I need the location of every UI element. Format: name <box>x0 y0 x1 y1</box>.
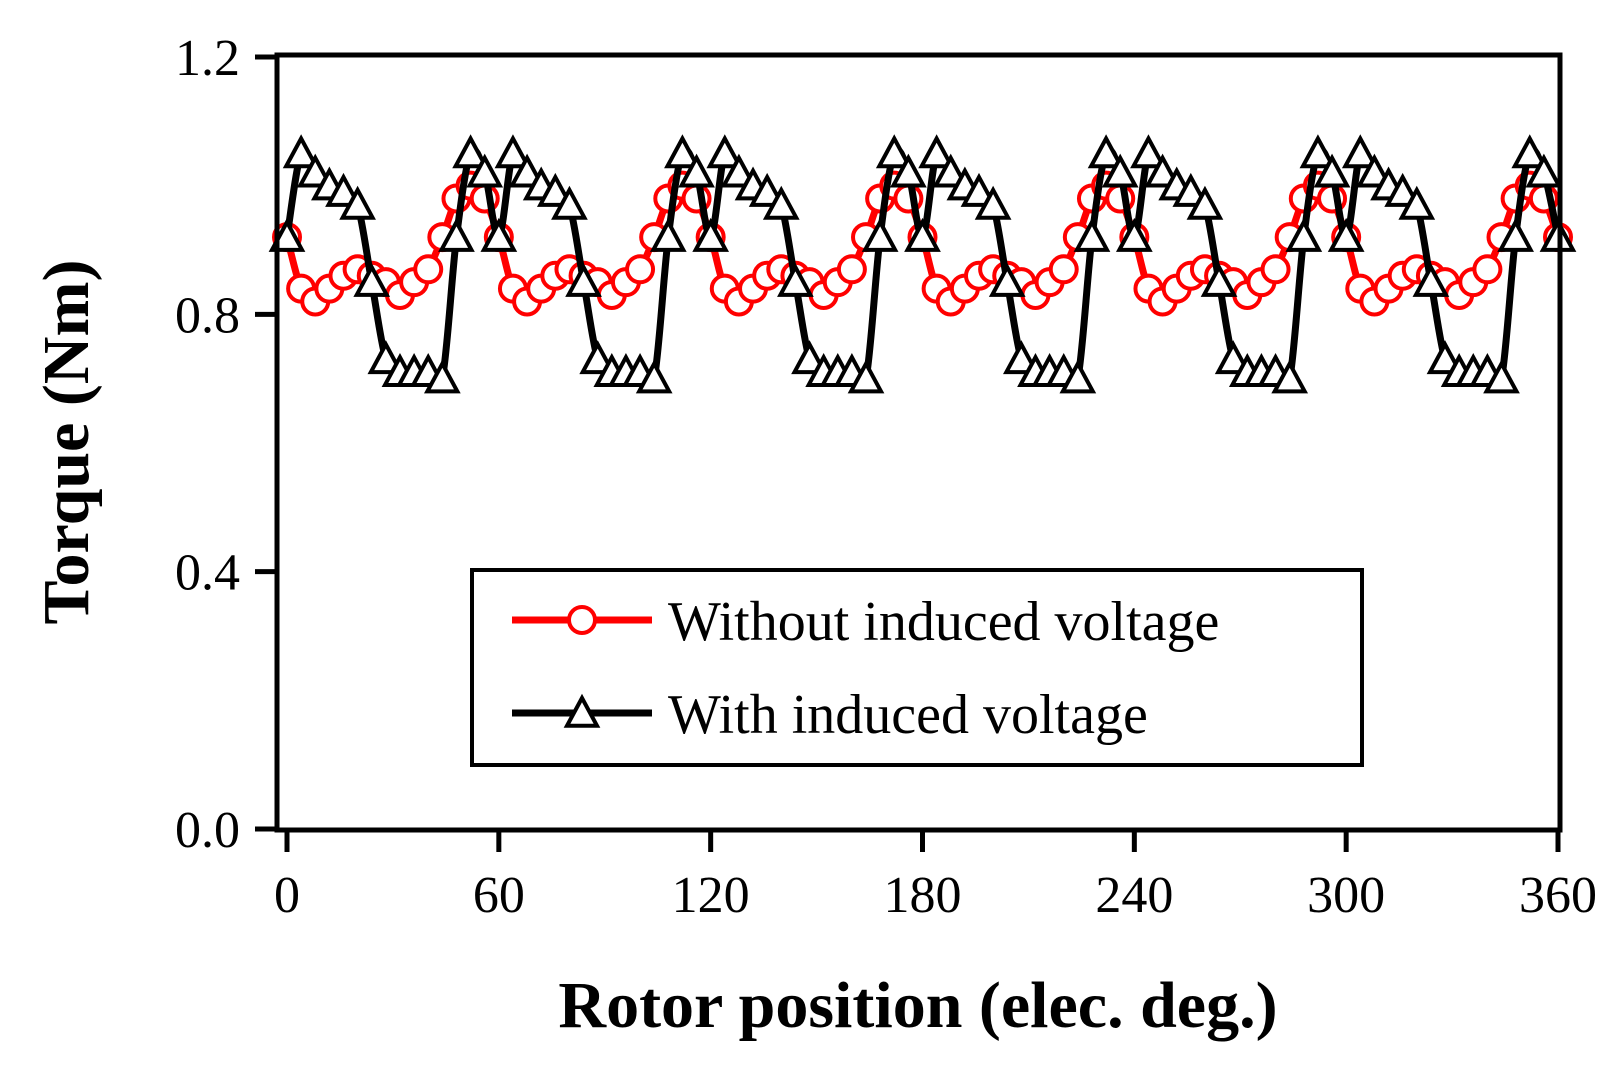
data-point-with-induced-voltage-49 <box>960 172 998 207</box>
y-axis-title: Torque (Nm) <box>30 260 103 625</box>
data-point-with-induced-voltage-32 <box>720 153 758 188</box>
x-axis-title: Rotor position (elec. deg.) <box>558 969 1277 1042</box>
y-tick-label-0: 0.0 <box>175 802 240 859</box>
data-point-with-induced-voltage-26 <box>635 359 673 394</box>
data-point-with-induced-voltage-31 <box>706 134 744 169</box>
data-point-with-induced-voltage-7 <box>367 340 405 375</box>
data-point-with-induced-voltage-37 <box>791 340 828 375</box>
data-point-with-induced-voltage-61 <box>1130 134 1167 169</box>
data-point-with-induced-voltage-20 <box>551 185 588 220</box>
legend-box <box>470 568 1364 767</box>
legend-label-without-induced-voltage: Without induced voltage <box>668 591 1219 653</box>
data-point-without-induced-voltage-70 <box>1260 254 1291 285</box>
x-tick-label-240: 240 <box>1095 867 1173 924</box>
data-point-with-induced-voltage-56 <box>1059 359 1097 394</box>
data-point-with-induced-voltage-57 <box>1073 217 1111 252</box>
legend-label-with-induced-voltage: With induced voltage <box>668 684 1148 746</box>
data-point-with-induced-voltage-52 <box>1003 340 1040 375</box>
y-tick-label-0-4: 0.4 <box>175 545 240 602</box>
data-point-with-induced-voltage-79 <box>1384 172 1422 207</box>
data-point-without-induced-voltage-85 <box>1472 254 1503 285</box>
data-point-with-induced-voltage-22 <box>579 340 617 375</box>
y-tick-label-1-2: 1.2 <box>175 30 240 87</box>
data-point-with-induced-voltage-42 <box>861 217 899 252</box>
data-point-with-induced-voltage-15 <box>480 217 518 252</box>
x-tick-label-180: 180 <box>884 867 962 924</box>
data-point-with-induced-voltage-71 <box>1271 359 1309 394</box>
data-point-with-induced-voltage-43 <box>875 134 913 169</box>
legend-marker-with-induced-voltage <box>563 693 601 728</box>
data-point-with-induced-voltage-62 <box>1144 153 1181 188</box>
data-point-with-induced-voltage-16 <box>494 134 532 169</box>
data-point-with-induced-voltage-72 <box>1285 217 1323 252</box>
data-point-with-induced-voltage-44 <box>890 153 927 188</box>
data-point-with-induced-voltage-17 <box>508 153 546 188</box>
data-point-without-induced-voltage-40 <box>836 254 867 285</box>
data-point-with-induced-voltage-21 <box>565 262 602 297</box>
data-point-with-induced-voltage-28 <box>664 134 701 169</box>
data-point-with-induced-voltage-82 <box>1426 340 1464 375</box>
data-point-with-induced-voltage-66 <box>1200 262 1238 297</box>
data-point-with-induced-voltage-6 <box>353 262 391 297</box>
data-point-with-induced-voltage-73 <box>1299 134 1337 169</box>
legend-swatch-without-induced-voltage <box>512 605 652 635</box>
data-point-with-induced-voltage-81 <box>1412 262 1450 297</box>
data-point-without-induced-voltage-55 <box>1048 254 1079 285</box>
data-point-with-induced-voltage-75 <box>1327 217 1365 252</box>
data-point-with-induced-voltage-89 <box>1525 153 1563 188</box>
x-tick-label-300: 300 <box>1307 867 1385 924</box>
data-point-without-induced-voltage-10 <box>413 254 444 285</box>
data-point-with-induced-voltage-27 <box>649 217 687 252</box>
x-tick-label-120: 120 <box>672 867 750 924</box>
x-tick-label-360: 360 <box>1519 867 1597 924</box>
data-point-with-induced-voltage-30 <box>692 217 730 252</box>
data-point-with-induced-voltage-67 <box>1214 340 1252 375</box>
data-point-with-induced-voltage-36 <box>777 262 814 297</box>
data-point-with-induced-voltage-19 <box>536 172 574 207</box>
data-point-with-induced-voltage-34 <box>748 172 786 207</box>
data-point-with-induced-voltage-29 <box>678 153 715 188</box>
data-point-with-induced-voltage-58 <box>1087 134 1125 169</box>
x-tick-label-60: 60 <box>473 867 525 924</box>
legend-marker-without-induced-voltage <box>567 605 597 635</box>
data-point-with-induced-voltage-4 <box>325 172 362 207</box>
data-point-with-induced-voltage-5 <box>339 185 376 220</box>
data-point-with-induced-voltage-64 <box>1172 172 1210 207</box>
data-point-with-induced-voltage-76 <box>1341 134 1379 169</box>
data-point-with-induced-voltage-50 <box>974 185 1012 220</box>
data-point-with-induced-voltage-35 <box>762 185 800 220</box>
y-tick-label-0-8: 0.8 <box>175 287 240 344</box>
data-point-with-induced-voltage-87 <box>1497 217 1534 252</box>
x-tick-label-0: 0 <box>274 867 300 924</box>
ticks-layer: 0 60 120 180 240 300 360 0.0 0.4 0.8 1.2 <box>175 30 1597 924</box>
series-with-induced-voltage <box>268 134 1577 394</box>
data-point-with-induced-voltage-41 <box>847 359 885 394</box>
plot-area-frame <box>274 52 1563 833</box>
data-point-with-induced-voltage-59 <box>1101 153 1139 188</box>
series-layer <box>268 134 1577 394</box>
data-point-with-induced-voltage-74 <box>1313 153 1351 188</box>
data-point-with-induced-voltage-77 <box>1356 153 1393 188</box>
data-point-with-induced-voltage-1 <box>282 134 320 169</box>
legend-swatch-with-induced-voltage <box>512 693 652 728</box>
data-point-with-induced-voltage-13 <box>452 134 489 169</box>
legend: Without induced voltage With induced vol… <box>470 568 1364 767</box>
data-point-with-induced-voltage-65 <box>1186 185 1224 220</box>
data-point-with-induced-voltage-12 <box>438 217 475 252</box>
data-point-without-induced-voltage-25 <box>625 254 656 285</box>
data-point-with-induced-voltage-51 <box>988 262 1026 297</box>
data-point-with-induced-voltage-11 <box>423 359 461 394</box>
data-point-with-induced-voltage-45 <box>904 217 941 252</box>
data-point-with-induced-voltage-2 <box>296 153 334 188</box>
data-point-with-induced-voltage-46 <box>918 134 955 169</box>
data-point-with-induced-voltage-60 <box>1115 217 1153 252</box>
data-point-with-induced-voltage-80 <box>1398 185 1436 220</box>
data-point-with-induced-voltage-14 <box>466 153 504 188</box>
data-point-with-induced-voltage-47 <box>932 153 970 188</box>
data-point-with-induced-voltage-88 <box>1511 134 1549 169</box>
data-point-with-induced-voltage-86 <box>1483 359 1520 394</box>
